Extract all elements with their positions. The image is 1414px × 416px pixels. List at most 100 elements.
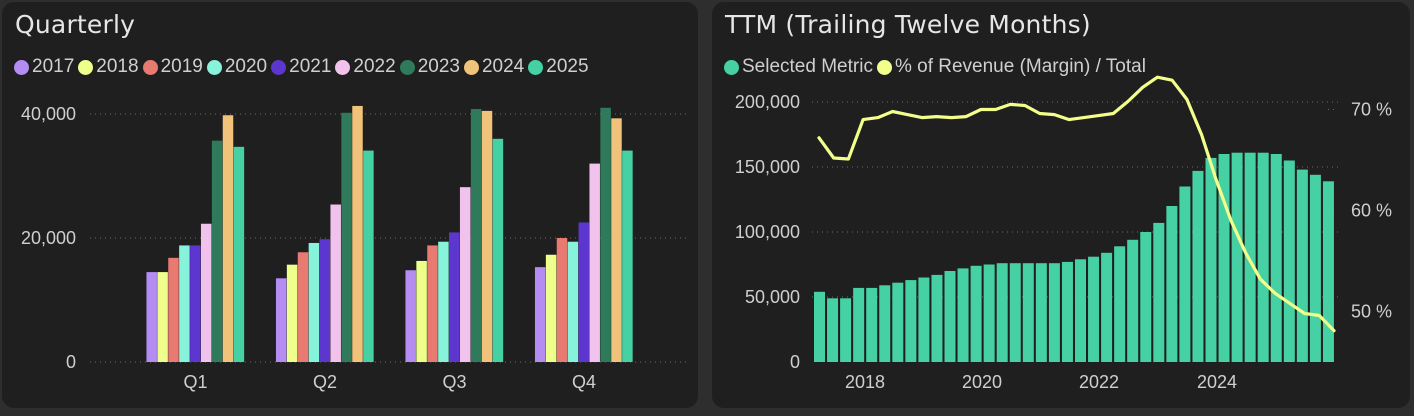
legend-marker-icon [271, 59, 287, 75]
bar [168, 257, 179, 362]
bar [1322, 181, 1334, 362]
quarterly-legend-item[interactable]: 2019 [142, 56, 203, 78]
bar [545, 254, 557, 362]
bar [1270, 154, 1282, 362]
quarterly-legend-item[interactable]: 2018 [78, 56, 139, 78]
ttm-title: TTM (Trailing Twelve Months) [725, 10, 1091, 39]
x-tick-label: Q3 [442, 372, 466, 392]
bar [567, 241, 579, 362]
legend-label: 2025 [546, 56, 589, 77]
bar [1231, 152, 1243, 362]
bar [363, 150, 374, 362]
bar [1140, 232, 1152, 362]
bar [416, 260, 427, 362]
bar [222, 115, 234, 363]
legend-marker-icon [528, 59, 544, 75]
bar [330, 204, 341, 362]
ttm-chart: 0 50,000 100,000 150,000 200,000 50 % 60 % 70 %… [735, 75, 1392, 392]
bar [492, 138, 504, 362]
bar [308, 242, 320, 362]
bar [200, 223, 212, 362]
quarterly-legend-item[interactable]: 2024 [463, 56, 525, 78]
bar [983, 264, 995, 362]
ttm-legend-item[interactable]: Selected Metric [724, 56, 873, 78]
bar [297, 252, 309, 362]
legend-label: 2022 [353, 56, 396, 77]
bar [1192, 170, 1204, 362]
quarterly-legend-item[interactable]: 2021 [271, 56, 331, 78]
bar [405, 270, 416, 362]
bar [286, 264, 298, 362]
legend-label: 2019 [160, 56, 203, 77]
legend-label: 2024 [481, 56, 525, 77]
bar [1114, 246, 1126, 362]
legend-marker-icon [335, 59, 351, 75]
x-tick-label: Q1 [183, 372, 207, 392]
x-tick-label: 2024 [1197, 372, 1237, 392]
bar [1218, 154, 1230, 362]
quarterly-legend-item[interactable]: 2020 [206, 56, 267, 78]
bar [449, 232, 460, 362]
bar [1061, 261, 1073, 362]
bar [622, 150, 633, 362]
quarterly-chart: 0 20,000 40,000 Q1 Q2 Q3 Q4 [21, 104, 686, 392]
bar [1257, 152, 1269, 362]
bar [319, 239, 331, 362]
legend-marker-icon [206, 59, 222, 75]
quarterly-legend-item[interactable]: 2023 [399, 56, 460, 78]
bar [470, 109, 482, 362]
bar [611, 118, 622, 362]
y-tick-label: 20,000 [21, 228, 76, 248]
bar [190, 245, 201, 362]
quarterly-legend-item[interactable]: 2025 [528, 56, 589, 78]
bar [1035, 263, 1047, 362]
x-tick-label: 2022 [1079, 372, 1119, 392]
bar [1009, 263, 1021, 362]
bar [481, 110, 493, 363]
bar [157, 272, 168, 362]
bar [957, 268, 969, 362]
bar [233, 146, 245, 362]
bar [1166, 206, 1178, 362]
legend-marker-icon [724, 59, 739, 75]
quarterly-panel: Quarterly 2017 2018 2019 2020 2021 2022 2023 20… [2, 2, 698, 408]
bar [352, 105, 363, 362]
bar [1088, 256, 1100, 362]
bar [179, 245, 190, 362]
y-tick-label: 40,000 [21, 104, 76, 124]
bar [1296, 169, 1308, 362]
bar [211, 140, 223, 362]
bar [275, 278, 287, 362]
bar [853, 287, 865, 362]
quarterly-legend-item[interactable]: 2017 [14, 56, 74, 78]
bar [1153, 222, 1165, 362]
quarterly-legend[interactable]: 2017 2018 2019 2020 2021 2022 2023 2024 2025 [14, 56, 593, 78]
legend-label: Selected Metric [742, 56, 873, 77]
x-tick-label: 2020 [962, 372, 1002, 392]
quarterly-legend-item[interactable]: 2022 [335, 56, 396, 78]
bar [459, 187, 471, 362]
legend-marker-icon [399, 59, 415, 75]
bar [1283, 160, 1295, 362]
bar [944, 271, 956, 362]
legend-label: 2017 [32, 56, 75, 77]
y-left-tick-label: 150,000 [735, 157, 800, 177]
bar [534, 267, 546, 362]
bar [1179, 186, 1191, 362]
x-tick-label: 2018 [845, 372, 885, 392]
legend-label: % of Revenue (Margin) / Total [894, 56, 1146, 77]
bar [827, 298, 839, 362]
bar [589, 163, 600, 362]
quarterly-title: Quarterly [15, 10, 136, 39]
ttm-legend[interactable]: Selected Metric % of Revenue (Margin) / T… [724, 56, 1150, 78]
bar [970, 265, 982, 362]
bar [840, 298, 852, 362]
bar [556, 238, 568, 362]
legend-marker-icon [876, 59, 892, 75]
bar [341, 112, 352, 362]
ttm-legend-item[interactable]: % of Revenue (Margin) / Total [876, 56, 1146, 78]
y-left-tick-label: 0 [790, 352, 800, 372]
margin-line [817, 75, 1336, 333]
bar [146, 272, 157, 362]
legend-marker-icon [142, 59, 158, 75]
